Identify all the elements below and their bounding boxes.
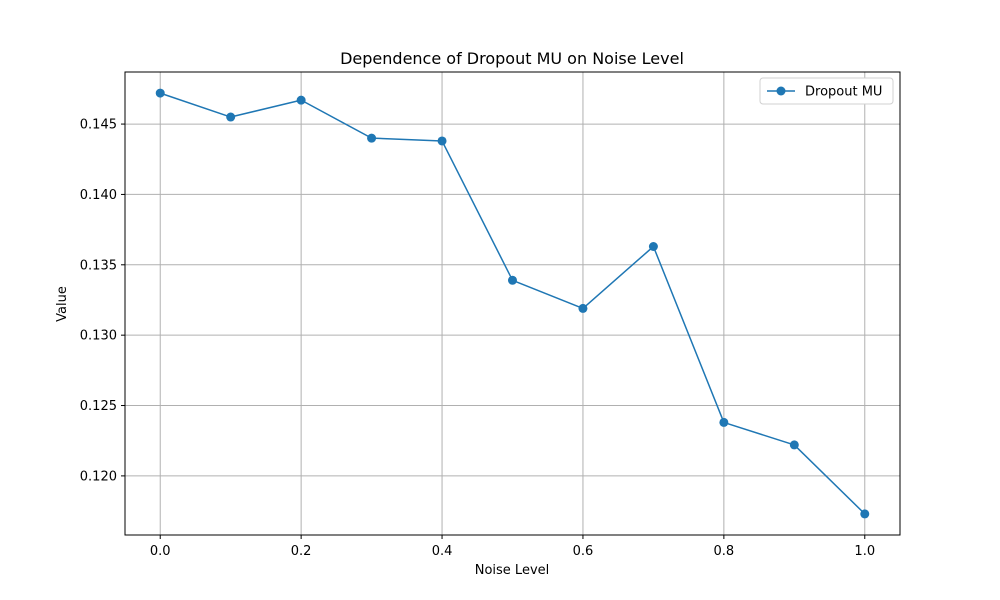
- x-tick-label: 0.6: [573, 544, 594, 559]
- plot-area-frame: [124, 71, 901, 536]
- y-tick-label: 0.145: [80, 118, 117, 133]
- legend-label: Dropout MU: [805, 85, 882, 100]
- data-point: [860, 509, 870, 519]
- data-point: [789, 440, 799, 450]
- chart-title: Dependence of Dropout MU on Noise Level: [340, 49, 684, 68]
- y-axis-label: Value: [55, 286, 70, 322]
- x-tick-label: 0.0: [150, 544, 171, 559]
- data-point: [508, 275, 517, 285]
- x-tick-label: 0.2: [291, 544, 312, 559]
- series-layer: [155, 88, 870, 519]
- data-point: [648, 242, 658, 252]
- x-tick-label: 1.0: [854, 544, 875, 559]
- legend: Dropout MU: [759, 77, 894, 105]
- y-tick-label: 0.135: [80, 258, 117, 273]
- y-tick-label: 0.130: [80, 329, 117, 344]
- x-tick-label: 0.8: [714, 544, 735, 559]
- y-tick-label: 0.120: [80, 469, 117, 484]
- data-point: [155, 88, 165, 98]
- x-tick-label: 0.4: [432, 544, 453, 559]
- y-tick-label: 0.140: [80, 188, 117, 203]
- data-point: [296, 95, 306, 105]
- axis-ticks: 0.0 0.2 0.4 0.6 0.8 1.0 0.120 0.125 0.130 0.135 0.…: [80, 118, 875, 559]
- grid: [125, 72, 900, 535]
- x-axis-label: Noise Level: [475, 563, 550, 578]
- data-point: [578, 303, 588, 313]
- legend-box: [759, 77, 894, 105]
- data-point: [437, 136, 447, 146]
- data-point: [719, 417, 729, 427]
- legend-marker: [776, 86, 786, 96]
- data-point: [367, 133, 377, 143]
- data-point: [226, 112, 236, 122]
- y-tick-label: 0.125: [80, 399, 117, 414]
